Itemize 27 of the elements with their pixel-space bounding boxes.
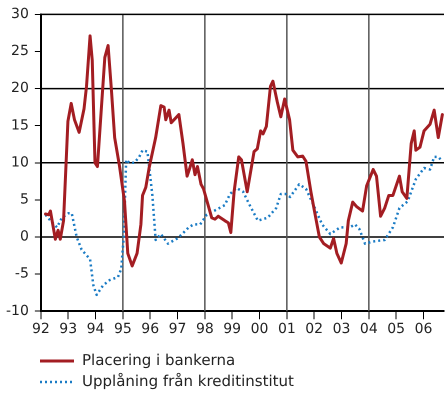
x-tick-label: 97 (168, 321, 186, 338)
y-tick-label: 5 (20, 192, 29, 208)
y-tick-label: -5 (14, 266, 29, 282)
x-tick-label: 00 (250, 321, 268, 338)
x-tick-label: 92 (32, 321, 50, 338)
x-tick-label: 05 (387, 321, 406, 338)
x-tick-label: 04 (360, 321, 378, 338)
x-tick-label: 01 (278, 321, 296, 338)
y-tick-label: 20 (11, 80, 29, 96)
y-tick-label: 15 (11, 117, 29, 134)
y-tick-label: 30 (11, 6, 29, 22)
x-tick-label: 93 (59, 321, 78, 338)
y-tick-label: 25 (11, 43, 29, 60)
x-tick-label: 06 (414, 321, 432, 338)
x-tick-label: 03 (332, 321, 350, 338)
legend-label: Placering i bankerna (82, 350, 236, 371)
legend-label: Upplåning från kreditinstitut (82, 371, 294, 392)
x-tick-label: 02 (305, 321, 324, 338)
x-tick-label: 98 (196, 321, 214, 338)
x-tick-label: 99 (223, 321, 242, 338)
y-tick-label: -10 (6, 302, 29, 319)
y-tick-label: 10 (11, 154, 29, 170)
y-tick-label: 0 (20, 228, 29, 245)
line-series (44, 148, 444, 296)
x-tick-label: 95 (114, 321, 132, 338)
x-tick-label: 94 (86, 321, 105, 338)
x-tick-label: 96 (141, 321, 160, 338)
